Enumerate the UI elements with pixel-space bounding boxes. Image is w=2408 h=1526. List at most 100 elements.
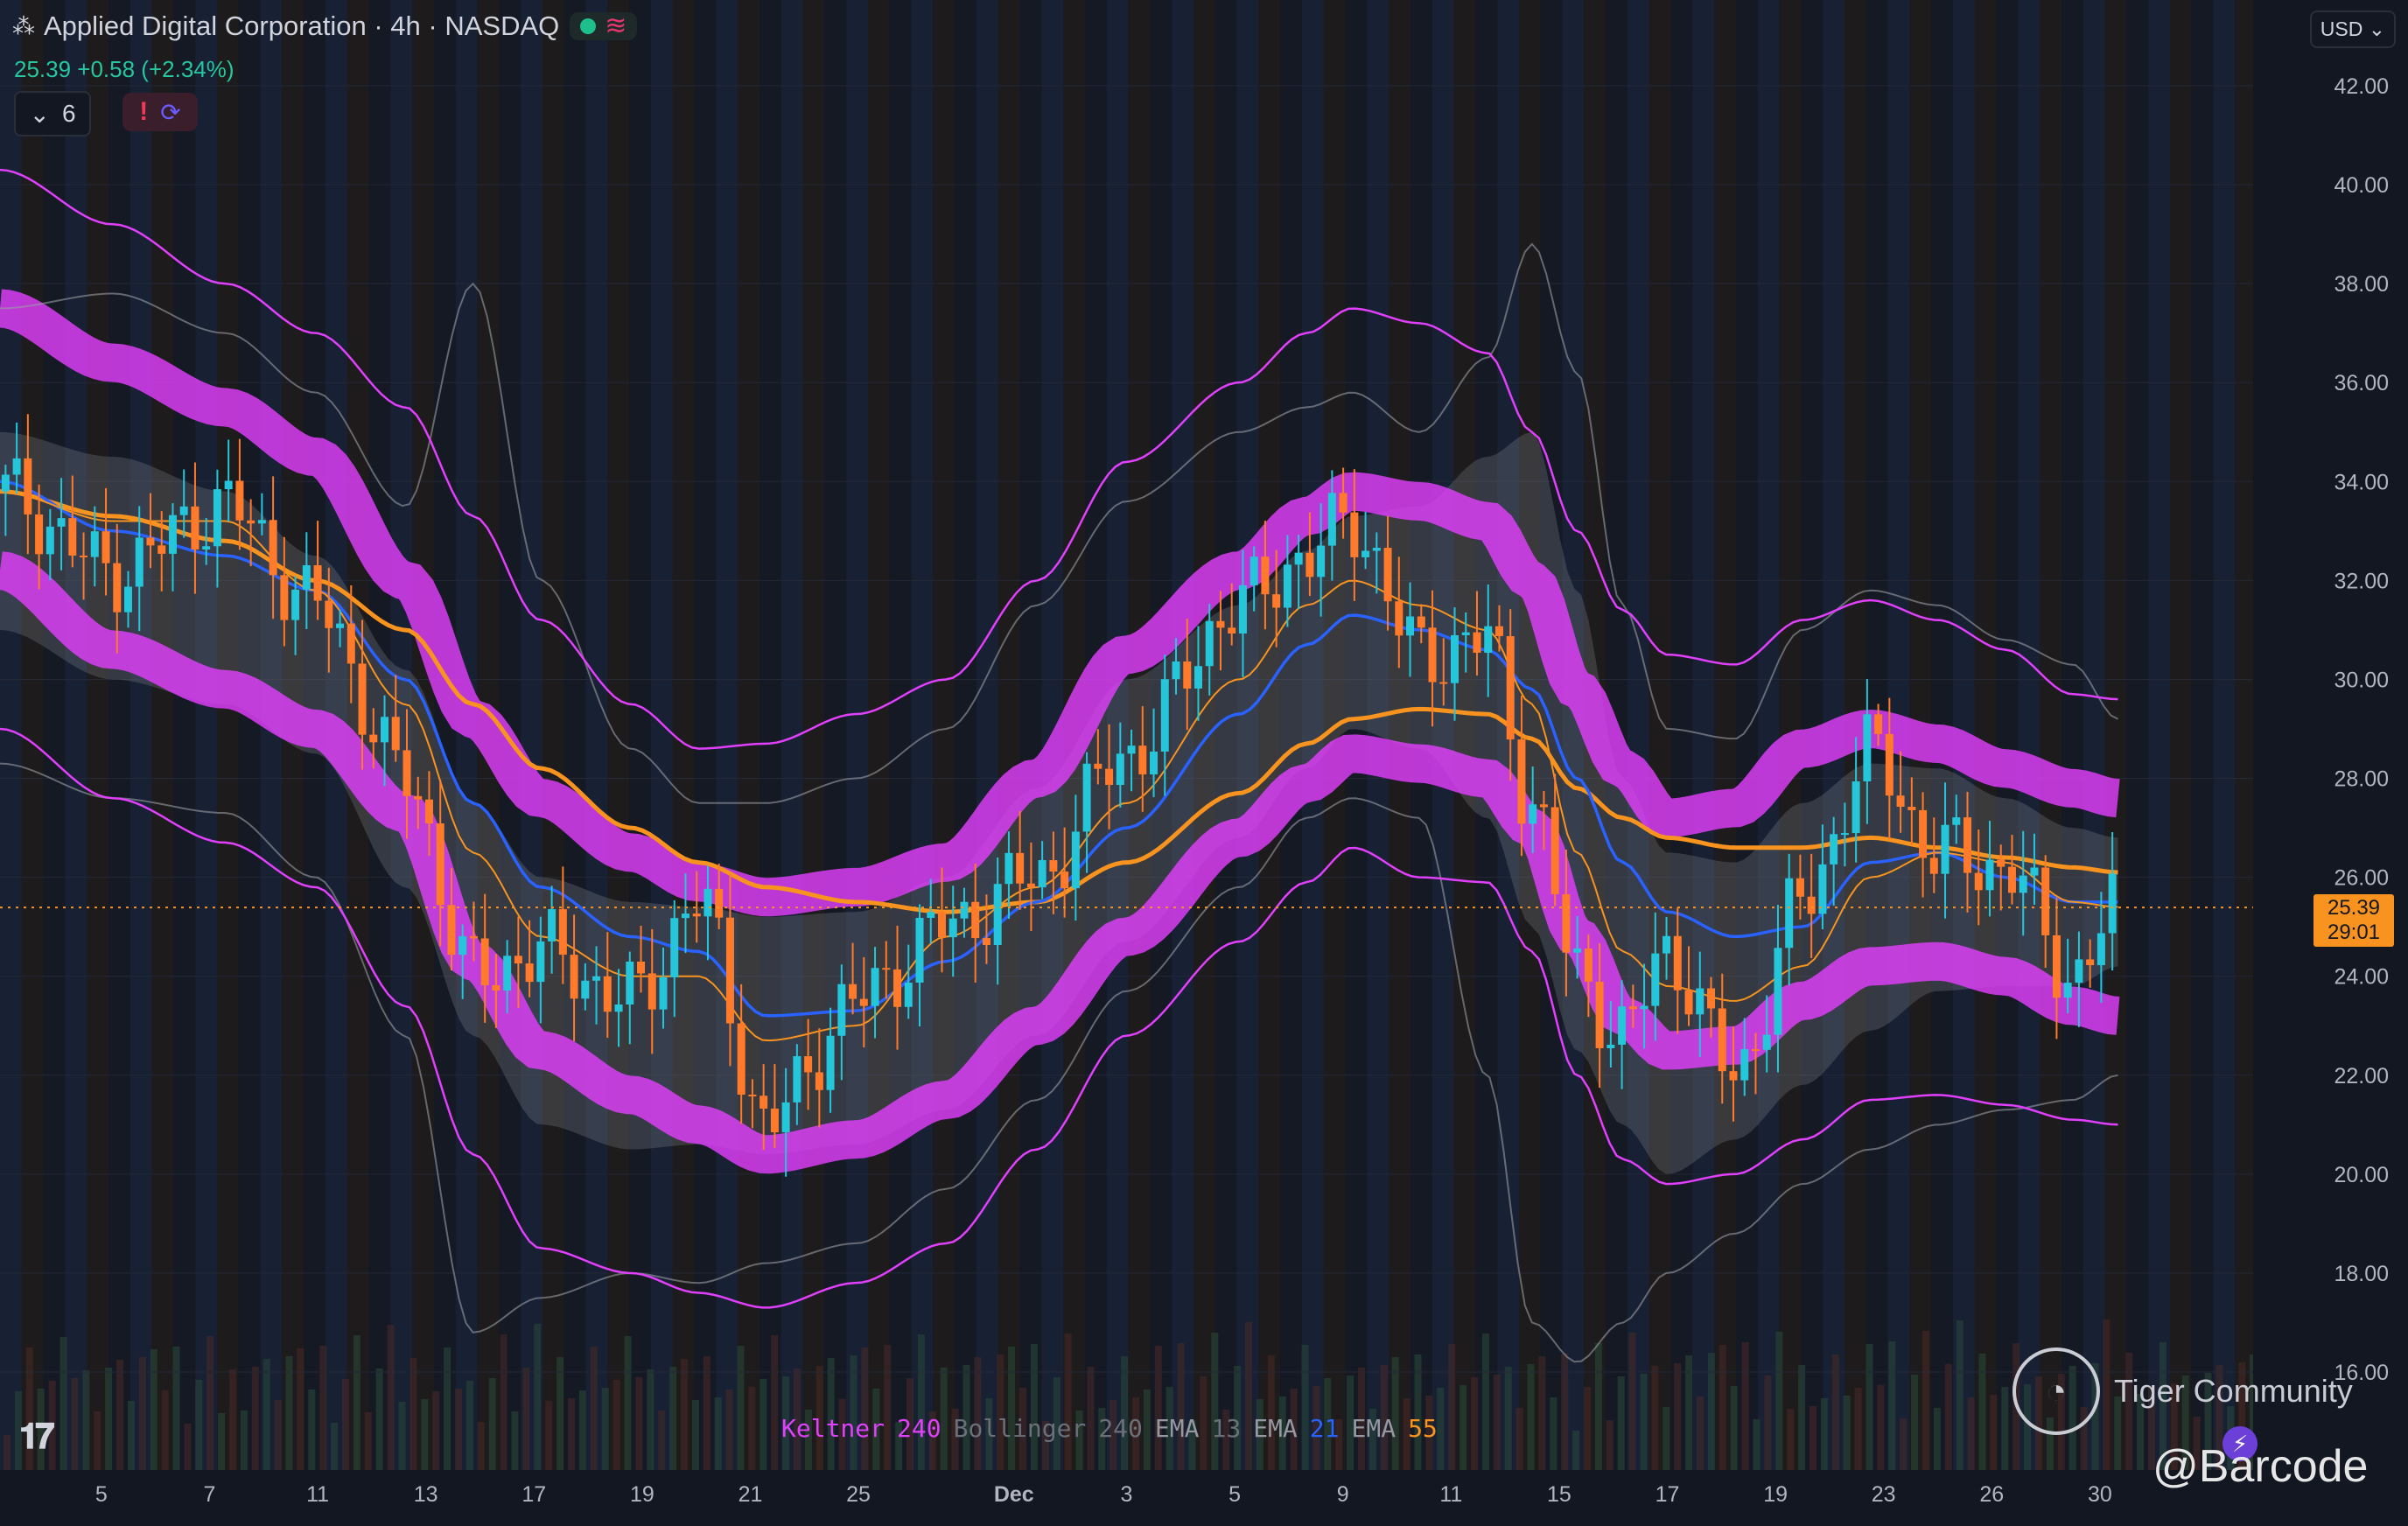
candle-body <box>815 1072 823 1090</box>
candle-body <box>458 935 467 956</box>
candle-body <box>1261 556 1270 595</box>
candle-body <box>492 984 500 991</box>
candle-body <box>257 520 266 524</box>
candle-body <box>1774 948 1782 1035</box>
x-tick-label: 17 <box>1656 1482 1680 1507</box>
volume-bar <box>1911 1375 1919 1470</box>
volume-bar <box>1098 1408 1106 1470</box>
candle-body <box>2096 933 2105 966</box>
candle-body <box>1216 620 1225 628</box>
session-stripe <box>1562 0 1585 1470</box>
keltner-upper-ribbon <box>0 289 2120 917</box>
volume-bar <box>1312 1386 1320 1470</box>
volume-bar <box>861 1348 869 1470</box>
candle-body <box>80 555 88 557</box>
volume-bar <box>669 1367 677 1470</box>
volume-bar <box>1572 1431 1580 1470</box>
session-stripe <box>2126 0 2149 1470</box>
volume-bar <box>398 1402 406 1470</box>
chart-title[interactable]: Applied Digital Corporation · 4h · NASDA… <box>44 10 560 41</box>
tradingview-logo[interactable]: 𝟏𝟕 <box>19 1418 55 1456</box>
volume-bar <box>703 1356 710 1470</box>
status-pill[interactable]: ≋ <box>570 12 638 40</box>
volume-bar <box>1075 1410 1083 1470</box>
session-stripe <box>1389 0 1410 1470</box>
volume-bar <box>2193 1417 2201 1470</box>
volume-bar <box>2170 1383 2178 1470</box>
candle-body <box>302 565 311 590</box>
indicators-toggle[interactable]: ⌄ 6 <box>14 91 91 136</box>
volume-bar <box>1211 1333 1219 1470</box>
candle-body <box>893 969 902 1007</box>
candle-body <box>469 935 478 939</box>
candle-body <box>1272 594 1281 608</box>
symbol-icon[interactable]: ⁂ <box>12 13 35 39</box>
candle-body <box>1071 831 1080 889</box>
candle-body <box>1451 634 1460 683</box>
candle-body <box>859 998 868 1006</box>
alerts-badge[interactable]: ! ⟳ <box>122 93 198 131</box>
candle-body <box>1428 627 1437 682</box>
volume-bar <box>2238 1362 2246 1470</box>
x-tick-label: 15 <box>1547 1482 1572 1507</box>
candle-body <box>313 565 322 601</box>
volume-bar <box>1933 1408 1941 1470</box>
candle-body <box>1339 493 1348 513</box>
candle-body <box>971 901 980 939</box>
author-handle: @Barcode <box>2152 1441 2369 1492</box>
candle-body <box>1807 896 1816 914</box>
volume-bar <box>1019 1388 1026 1470</box>
legend-name: EMA <box>1154 1414 1200 1443</box>
volume-bar <box>1403 1398 1410 1470</box>
candle-body <box>581 980 590 999</box>
session-stripe <box>651 0 673 1470</box>
volume-bar <box>1674 1363 1682 1470</box>
y-tick-label: 32.00 <box>2334 569 2389 593</box>
volume-bar <box>1978 1354 1986 1470</box>
candle-body <box>68 518 77 556</box>
ai-spark-icon[interactable]: ⚡ <box>2222 1426 2258 1461</box>
candle-body <box>1562 893 1571 953</box>
volume-bar <box>1775 1332 1783 1470</box>
y-tick-label: 36.00 <box>2334 371 2389 396</box>
candle-body <box>1327 493 1336 546</box>
chevron-down-icon: ⌄ <box>2368 18 2385 40</box>
x-tick-label: 7 <box>204 1482 216 1507</box>
candle-body <box>770 1108 779 1133</box>
volume-bar <box>1504 1367 1512 1470</box>
candle-body <box>1863 714 1872 782</box>
legend-param: 13 <box>1211 1414 1242 1443</box>
candle-body <box>1406 616 1415 636</box>
volume-bar <box>1132 1397 1139 1470</box>
volume-bar <box>1245 1322 1252 1470</box>
volume-bar <box>1200 1376 1208 1470</box>
indicator-count: 6 <box>61 100 76 127</box>
candle-body <box>1082 763 1091 832</box>
session-stripe <box>1214 0 1237 1470</box>
last-price-badge: 25.39 29:01 <box>2314 894 2394 947</box>
candle-body <box>1094 763 1102 769</box>
x-tick-label: 19 <box>1763 1482 1788 1507</box>
session-stripe <box>738 0 760 1470</box>
volume-bar <box>725 1390 733 1470</box>
volume-bar <box>2204 1373 2212 1470</box>
candle-body <box>1640 1005 1648 1010</box>
candle-body <box>2063 983 2072 998</box>
volume-bar <box>229 1369 236 1470</box>
y-tick-label: 40.00 <box>2334 173 2389 198</box>
candle-body <box>882 968 891 970</box>
candle-body <box>1595 981 1604 1048</box>
time-axis: 5 7 11 13 17 19 21 25 Dec 3 5 9 11 15 17 19 23 26 30 <box>0 1470 2408 1526</box>
candle-body <box>1985 859 1994 891</box>
candle-body <box>1383 548 1392 602</box>
volume-bar <box>455 1389 462 1470</box>
currency-selector[interactable]: USD ⌄ <box>2309 10 2396 48</box>
volume-bar <box>1053 1377 1060 1470</box>
volume-bar <box>1967 1397 1975 1470</box>
session-stripe <box>173 0 196 1470</box>
session-stripe <box>1540 0 1563 1470</box>
candle-body <box>692 914 701 917</box>
volume-bar <box>1956 1320 1964 1470</box>
candle-body <box>603 976 612 1012</box>
